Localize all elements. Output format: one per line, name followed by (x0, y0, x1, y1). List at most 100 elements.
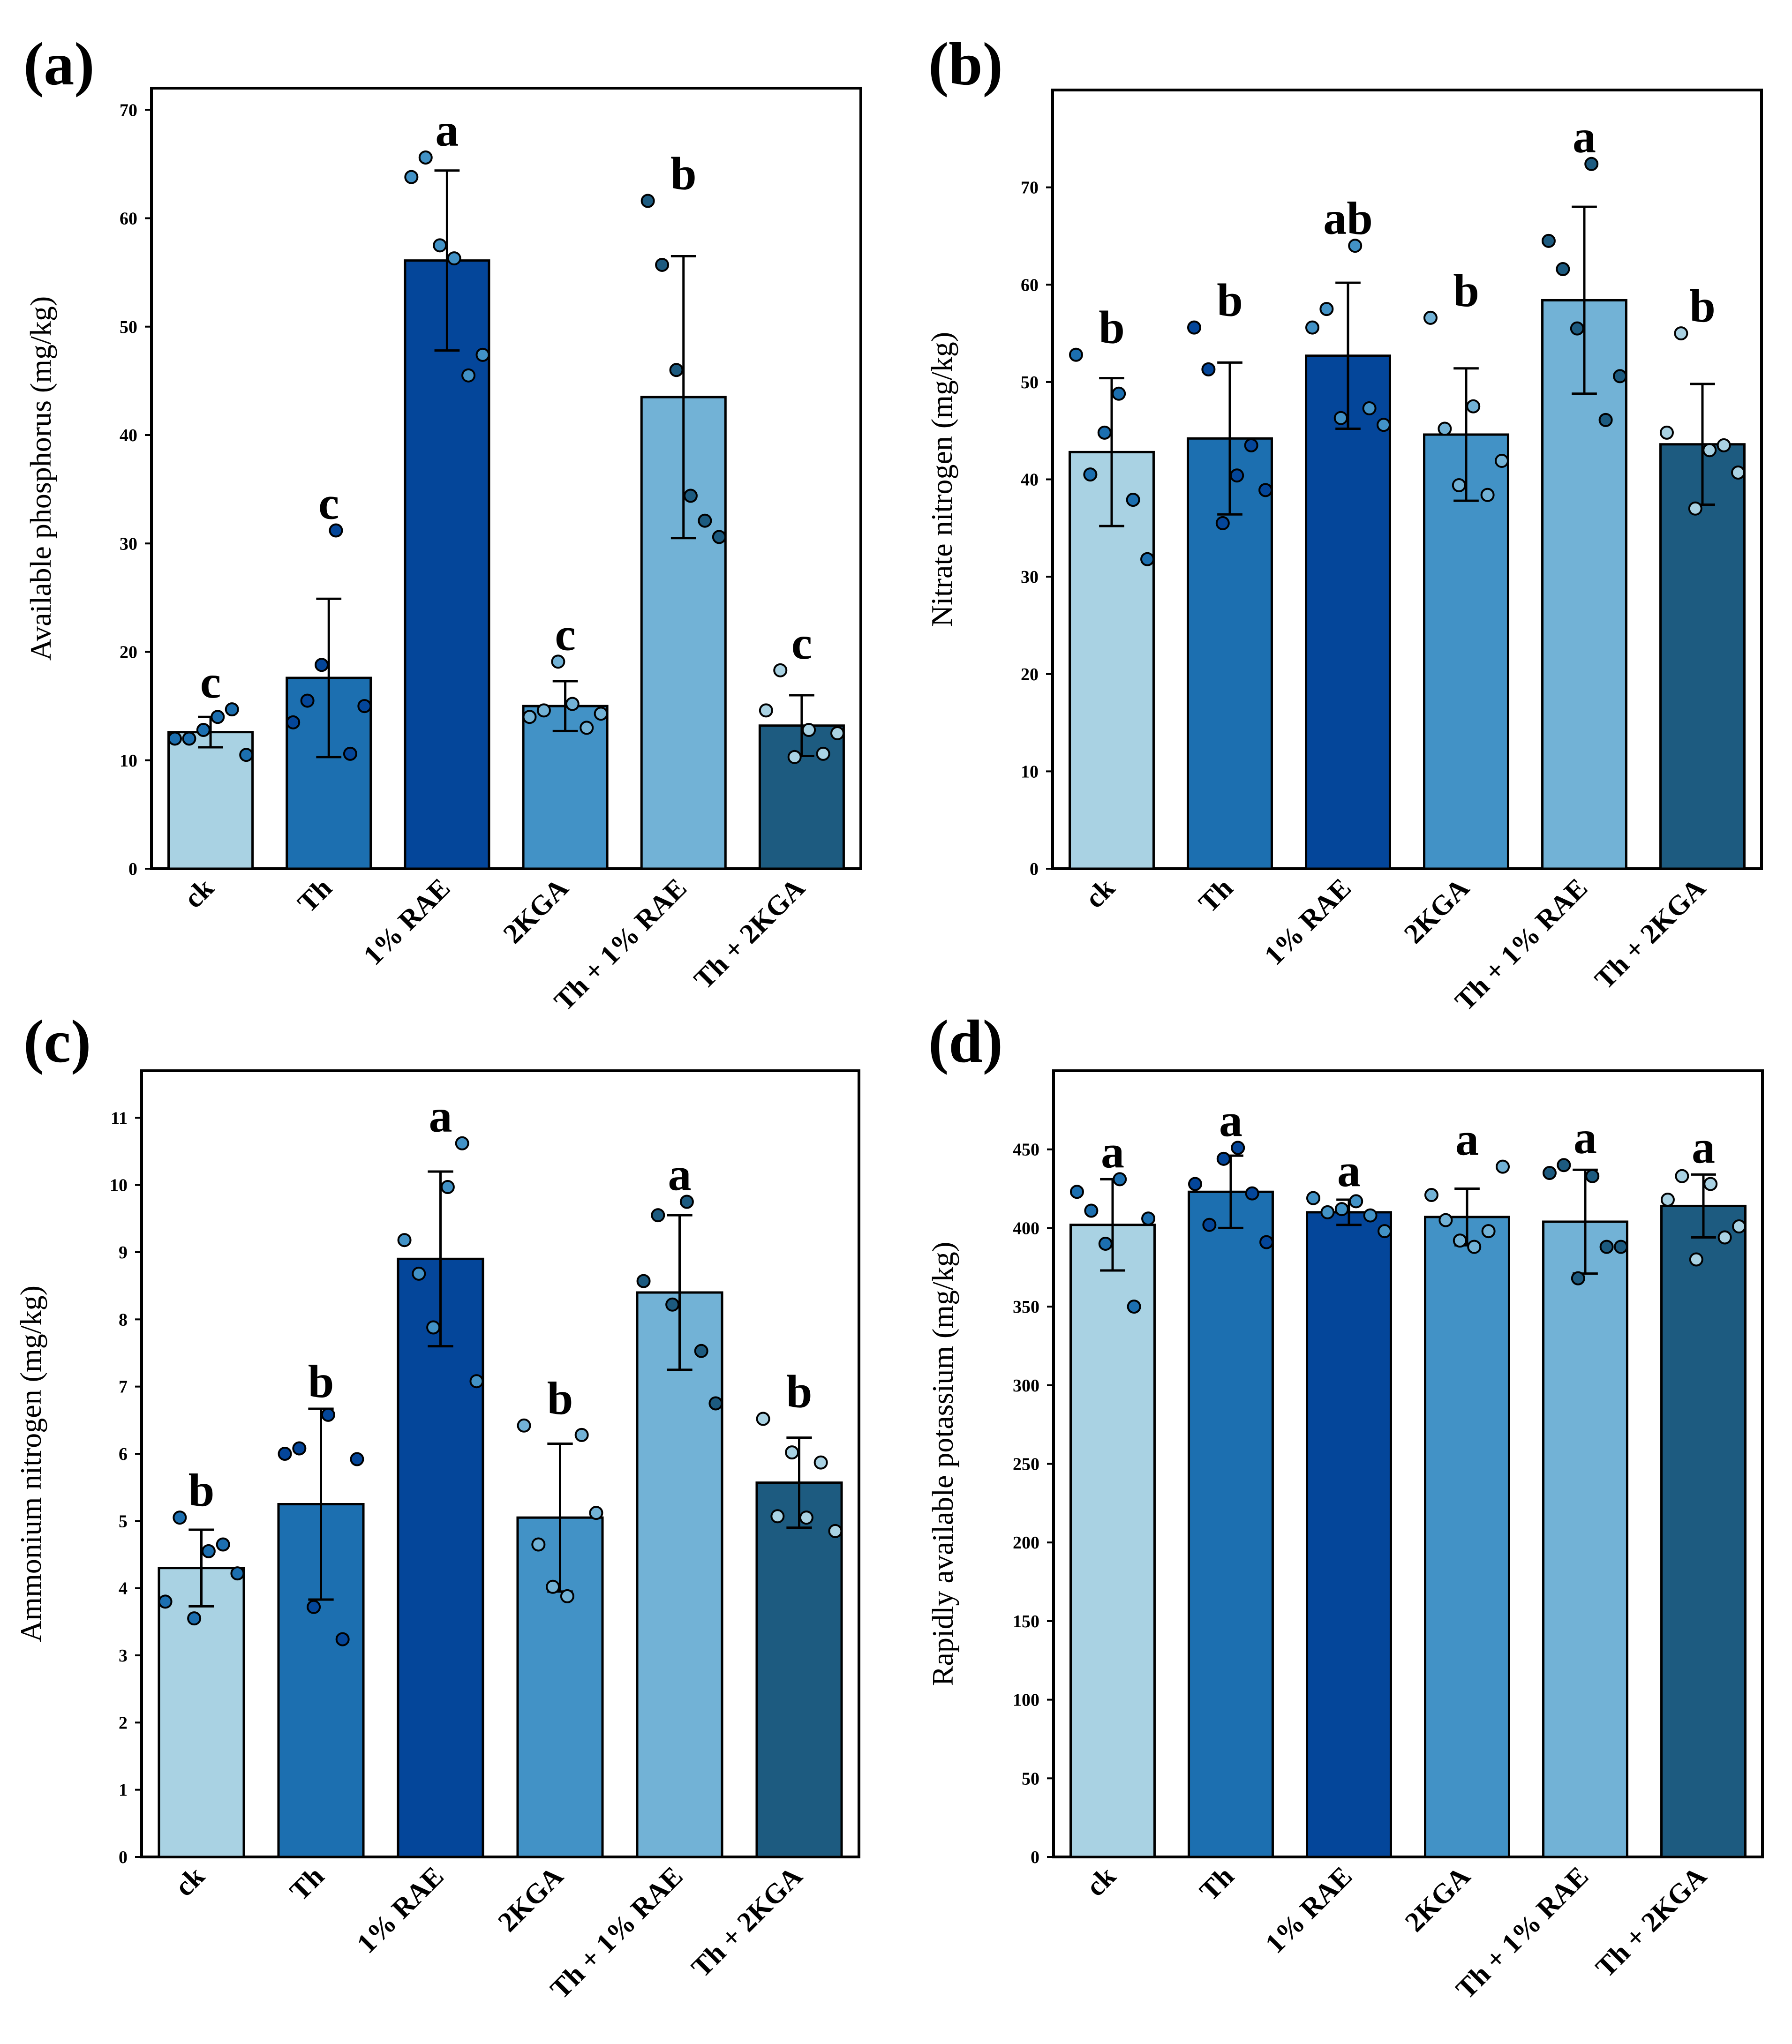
data-point (315, 658, 329, 672)
y-tick-label: 50 (1021, 373, 1039, 392)
y-tick-label: 9 (119, 1243, 128, 1262)
data-point (1113, 1172, 1127, 1187)
data-point (828, 1524, 843, 1538)
category-label: ck (1080, 1860, 1122, 1902)
data-point (1363, 1208, 1378, 1223)
significance-letter: b (1099, 301, 1125, 353)
data-point (292, 1441, 307, 1456)
y-tick-label: 200 (1013, 1533, 1039, 1553)
data-point (1215, 516, 1230, 530)
category-label: Th + 2KGA (1589, 872, 1711, 995)
data-point (1732, 1219, 1747, 1234)
data-point (1675, 1169, 1689, 1183)
category-label: Th + 2KGA (688, 872, 811, 995)
y-tick-label: 400 (1013, 1218, 1039, 1238)
category-label: 2KGA (492, 1861, 569, 1938)
data-point (679, 1195, 694, 1209)
data-point (1188, 1177, 1202, 1191)
data-point (1584, 157, 1599, 171)
data-point (350, 1452, 364, 1466)
data-point (321, 1407, 335, 1422)
y-tick-label: 150 (1013, 1612, 1039, 1631)
y-tick-label: 3 (119, 1646, 128, 1666)
data-point (574, 1428, 589, 1442)
significance-letter: a (668, 1149, 692, 1201)
data-point (412, 1266, 426, 1281)
data-point (546, 1579, 560, 1594)
panel-label: (a) (23, 30, 95, 98)
significance-letter: a (429, 1090, 452, 1142)
data-point (565, 697, 580, 711)
category-label: Th + 2KGA (1589, 1861, 1712, 1984)
bar-ck (1069, 1224, 1156, 1858)
bar-th-2kga (1660, 1204, 1747, 1858)
data-point (1660, 1193, 1675, 1207)
bar-th-2kga (755, 1481, 843, 1858)
data-point (1112, 386, 1126, 401)
plot-frame (1052, 1069, 1764, 1858)
y-tick-label: 30 (1021, 567, 1039, 587)
data-point (1244, 438, 1258, 452)
data-point (785, 1445, 799, 1460)
data-point (770, 1509, 785, 1524)
data-point (1556, 262, 1570, 277)
y-tick-label: 0 (1031, 1848, 1039, 1867)
bar-1-rae (404, 259, 490, 870)
significance-letter: b (547, 1372, 573, 1424)
significance-letter: b (308, 1355, 334, 1407)
data-point (1069, 1185, 1084, 1199)
data-point (335, 1632, 350, 1646)
data-point (802, 723, 816, 737)
data-point (531, 1537, 546, 1552)
y-tick-label: 60 (1021, 275, 1039, 295)
data-point (1689, 1252, 1703, 1267)
data-point (1423, 310, 1438, 325)
plot-frame (140, 1069, 860, 1858)
data-point (397, 1233, 412, 1247)
category-label: 1% RAE (357, 872, 456, 971)
y-axis-label: Rapidly available potassium (mg/kg) (926, 1242, 959, 1686)
data-point (816, 746, 830, 761)
data-point (1674, 326, 1688, 341)
y-axis-label: Nitrate nitrogen (mg/kg) (925, 332, 958, 627)
category-label: Th (284, 1861, 330, 1907)
data-point (307, 1600, 321, 1614)
panel-d: (d) 0 50 100 150 200 250 300 350 400 450 Rapidly av… (926, 1008, 1764, 2005)
data-point (1541, 233, 1556, 248)
data-point (329, 523, 343, 538)
data-point (1542, 1166, 1557, 1180)
y-tick-label: 20 (1021, 665, 1039, 684)
panel-a: (a) 0 10 20 30 40 50 60 70 Available phosphorus (… (23, 30, 862, 1016)
y-tick-label: 0 (1030, 859, 1039, 879)
data-point (1495, 454, 1509, 468)
significance-letter: a (1574, 1112, 1597, 1164)
data-point (1717, 438, 1731, 452)
data-point (551, 654, 565, 669)
significance-letter: b (670, 148, 697, 200)
significance-letter: c (200, 656, 221, 708)
data-point (300, 693, 315, 708)
significance-letter: a (1337, 1145, 1361, 1197)
category-label: 1% RAE (1258, 872, 1357, 971)
data-point (830, 726, 845, 740)
y-tick-label: 300 (1013, 1376, 1039, 1396)
bar-1-rae (397, 1257, 484, 1858)
data-point (1702, 443, 1717, 458)
data-point (167, 731, 182, 746)
data-point (536, 703, 551, 718)
data-point (580, 721, 594, 735)
data-point (1333, 411, 1348, 425)
data-point (1140, 552, 1155, 566)
category-label: ck (178, 872, 220, 914)
data-point (455, 1136, 469, 1150)
data-point (1557, 1158, 1571, 1172)
data-point (651, 1208, 665, 1223)
data-point (1438, 1213, 1453, 1227)
y-tick-label: 40 (1021, 470, 1039, 490)
data-point (158, 1594, 173, 1609)
data-point (433, 238, 447, 253)
category-label: 1% RAE (1259, 1861, 1358, 1959)
data-point (1216, 1151, 1231, 1166)
data-point (799, 1510, 813, 1525)
